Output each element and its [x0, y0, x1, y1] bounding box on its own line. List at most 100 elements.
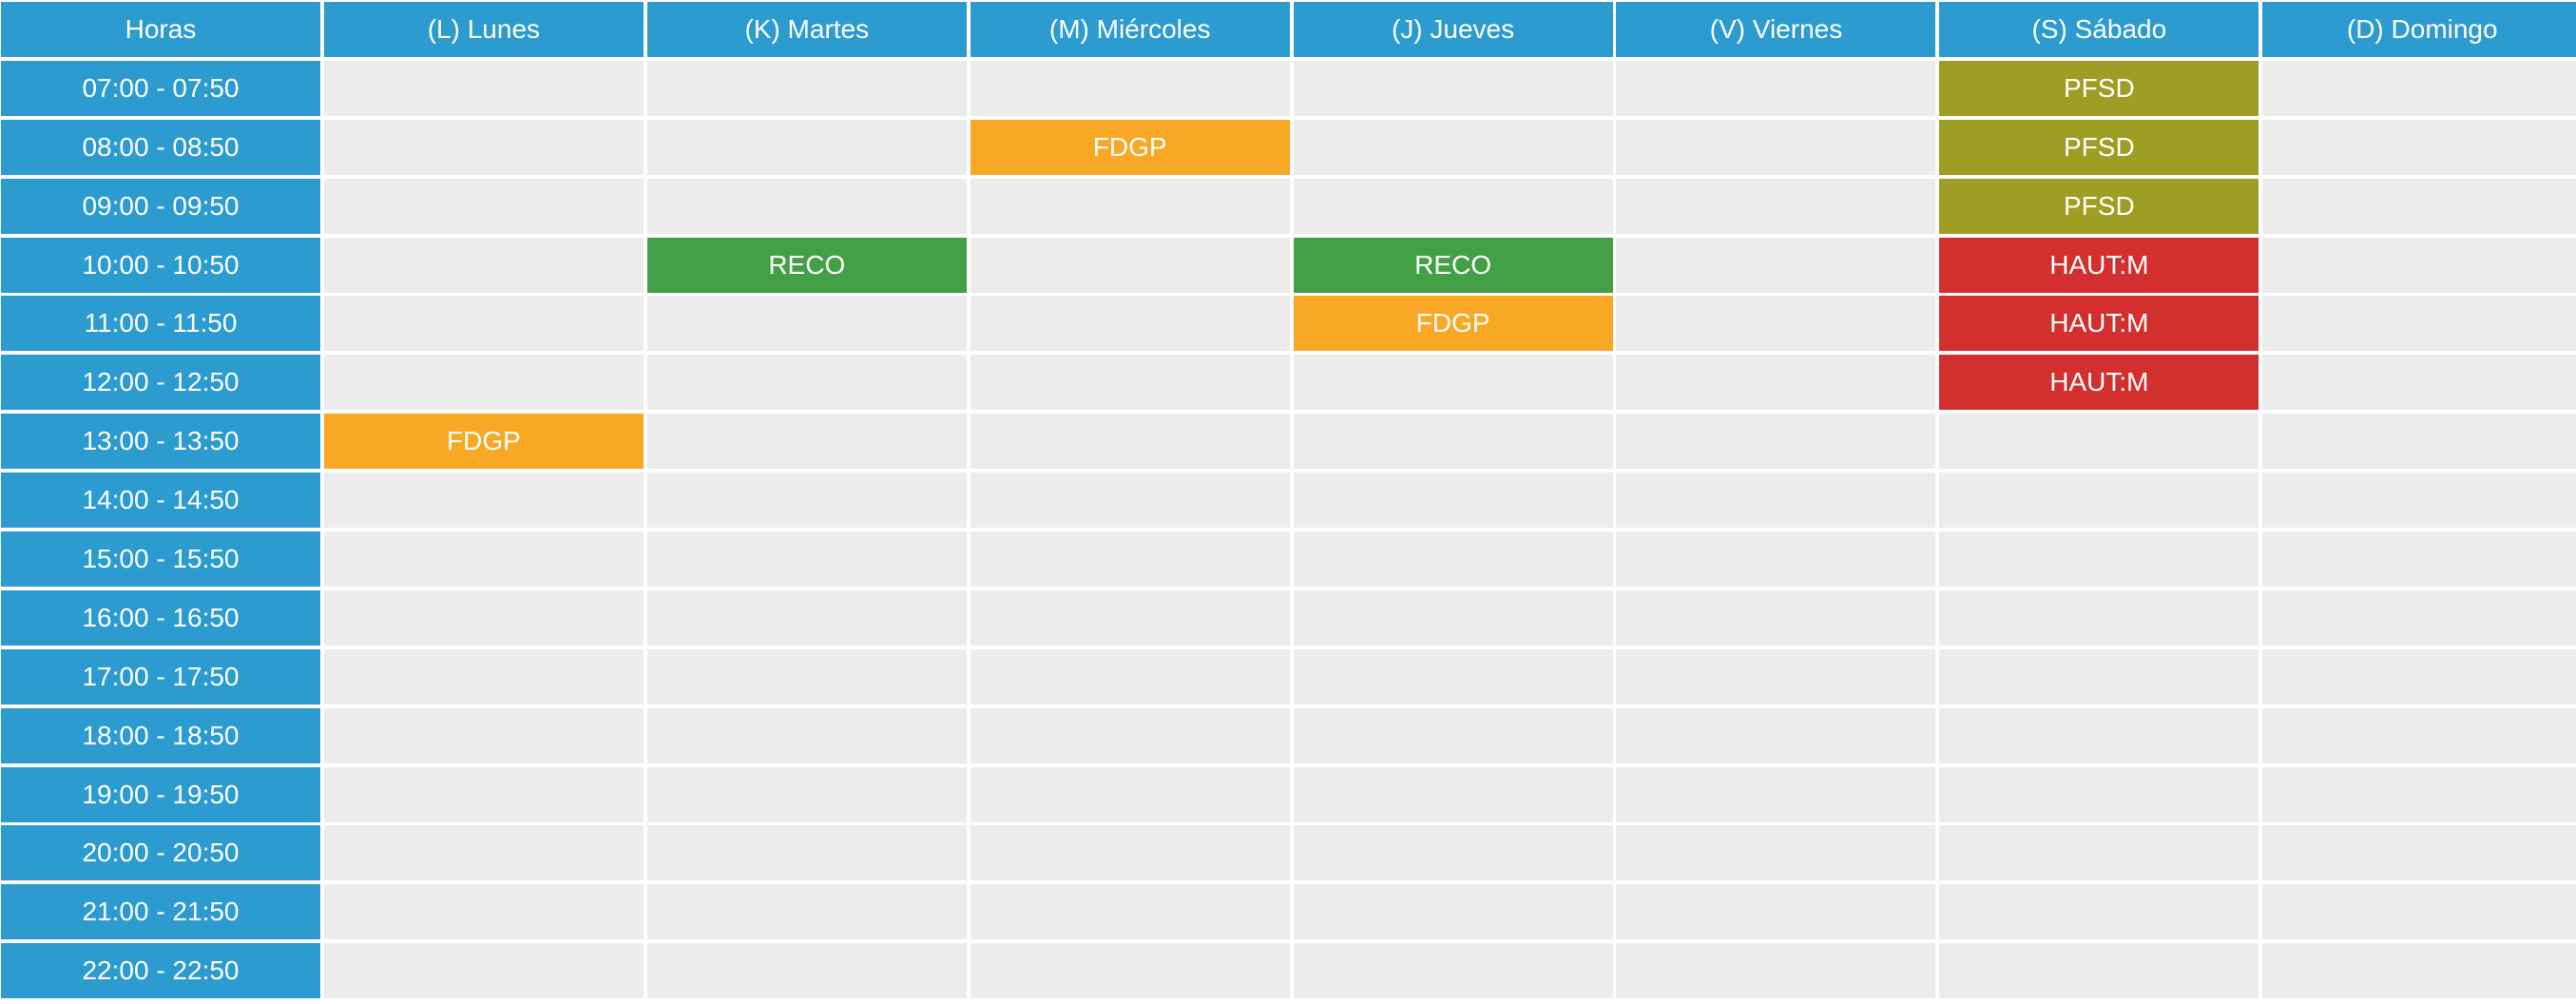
time-slot-label: 14:00 - 14:50 [1, 473, 320, 529]
empty-slot-miercoles [970, 648, 1290, 705]
empty-slot-lunes [323, 943, 644, 999]
header-jueves: (J) Jueves [1293, 2, 1613, 57]
time-slot-label: 07:00 - 07:50 [1, 60, 320, 116]
empty-slot-martes [646, 884, 967, 940]
empty-slot-miercoles [970, 414, 1290, 470]
course-block-pfsd[interactable]: PFSD [1939, 119, 2259, 175]
empty-slot-lunes [323, 355, 644, 411]
empty-slot-jueves [1293, 884, 1613, 940]
course-block-reco[interactable]: RECO [646, 237, 967, 293]
empty-slot-domingo [2262, 531, 2576, 588]
empty-slot-domingo [2262, 473, 2576, 529]
empty-slot-martes [646, 119, 967, 175]
empty-slot-jueves [1293, 60, 1613, 116]
empty-slot-lunes [323, 119, 644, 175]
time-slot-label: 13:00 - 13:50 [1, 414, 320, 470]
empty-slot-jueves [1293, 943, 1613, 999]
course-block-reco[interactable]: RECO [1293, 237, 1613, 293]
time-slot-label: 10:00 - 10:50 [1, 237, 320, 293]
empty-slot-domingo [2262, 414, 2576, 470]
time-slot-label: 17:00 - 17:50 [1, 648, 320, 705]
empty-slot-martes [646, 414, 967, 470]
empty-slot-viernes [1616, 531, 1936, 588]
time-slot-label: 16:00 - 16:50 [1, 589, 320, 646]
empty-slot-miercoles [970, 237, 1290, 293]
empty-slot-sabado [1939, 884, 2259, 940]
time-slot-label: 18:00 - 18:50 [1, 707, 320, 763]
course-block-fdgp[interactable]: FDGP [970, 119, 1290, 175]
empty-slot-martes [646, 707, 967, 763]
empty-slot-lunes [323, 648, 644, 705]
empty-slot-sabado [1939, 707, 2259, 763]
header-sabado: (S) Sábado [1939, 2, 2259, 57]
empty-slot-jueves [1293, 766, 1613, 822]
empty-slot-domingo [2262, 707, 2576, 763]
header-viernes: (V) Viernes [1616, 2, 1936, 57]
empty-slot-martes [646, 943, 967, 999]
empty-slot-lunes [323, 589, 644, 646]
course-block-haut-m[interactable]: HAUT:M [1939, 296, 2259, 352]
empty-slot-miercoles [970, 60, 1290, 116]
empty-slot-martes [646, 531, 967, 588]
empty-slot-lunes [323, 296, 644, 352]
empty-slot-domingo [2262, 237, 2576, 293]
empty-slot-jueves [1293, 707, 1613, 763]
empty-slot-jueves [1293, 355, 1613, 411]
empty-slot-martes [646, 766, 967, 822]
empty-slot-sabado [1939, 531, 2259, 588]
time-slot-label: 21:00 - 21:50 [1, 884, 320, 940]
empty-slot-lunes [323, 707, 644, 763]
time-slot-label: 19:00 - 19:50 [1, 766, 320, 822]
course-block-pfsd[interactable]: PFSD [1939, 178, 2259, 234]
empty-slot-sabado [1939, 766, 2259, 822]
empty-slot-jueves [1293, 178, 1613, 234]
empty-slot-viernes [1616, 943, 1936, 999]
empty-slot-lunes [323, 237, 644, 293]
empty-slot-martes [646, 825, 967, 881]
empty-slot-lunes [323, 473, 644, 529]
empty-slot-viernes [1616, 296, 1936, 352]
time-slot-label: 22:00 - 22:50 [1, 943, 320, 999]
empty-slot-miercoles [970, 707, 1290, 763]
header-horas: Horas [1, 2, 320, 57]
empty-slot-viernes [1616, 648, 1936, 705]
empty-slot-martes [646, 355, 967, 411]
empty-slot-domingo [2262, 119, 2576, 175]
empty-slot-martes [646, 589, 967, 646]
empty-slot-miercoles [970, 943, 1290, 999]
time-slot-label: 08:00 - 08:50 [1, 119, 320, 175]
course-block-haut-m[interactable]: HAUT:M [1939, 237, 2259, 293]
empty-slot-sabado [1939, 473, 2259, 529]
empty-slot-martes [646, 296, 967, 352]
empty-slot-martes [646, 60, 967, 116]
empty-slot-miercoles [970, 296, 1290, 352]
empty-slot-miercoles [970, 766, 1290, 822]
empty-slot-miercoles [970, 178, 1290, 234]
empty-slot-jueves [1293, 414, 1613, 470]
empty-slot-jueves [1293, 648, 1613, 705]
header-domingo: (D) Domingo [2262, 2, 2576, 57]
empty-slot-domingo [2262, 589, 2576, 646]
course-block-fdgp[interactable]: FDGP [323, 414, 644, 470]
empty-slot-miercoles [970, 355, 1290, 411]
empty-slot-miercoles [970, 884, 1290, 940]
empty-slot-domingo [2262, 825, 2576, 881]
empty-slot-domingo [2262, 943, 2576, 999]
empty-slot-jueves [1293, 119, 1613, 175]
empty-slot-jueves [1293, 589, 1613, 646]
time-slot-label: 12:00 - 12:50 [1, 355, 320, 411]
time-slot-label: 09:00 - 09:50 [1, 178, 320, 234]
empty-slot-sabado [1939, 825, 2259, 881]
empty-slot-domingo [2262, 178, 2576, 234]
course-block-haut-m[interactable]: HAUT:M [1939, 355, 2259, 411]
course-block-pfsd[interactable]: PFSD [1939, 60, 2259, 116]
empty-slot-viernes [1616, 60, 1936, 116]
empty-slot-jueves [1293, 473, 1613, 529]
empty-slot-domingo [2262, 766, 2576, 822]
empty-slot-viernes [1616, 119, 1936, 175]
empty-slot-sabado [1939, 414, 2259, 470]
course-block-fdgp[interactable]: FDGP [1293, 296, 1613, 352]
header-miercoles: (M) Miércoles [970, 2, 1290, 57]
empty-slot-domingo [2262, 648, 2576, 705]
empty-slot-viernes [1616, 707, 1936, 763]
